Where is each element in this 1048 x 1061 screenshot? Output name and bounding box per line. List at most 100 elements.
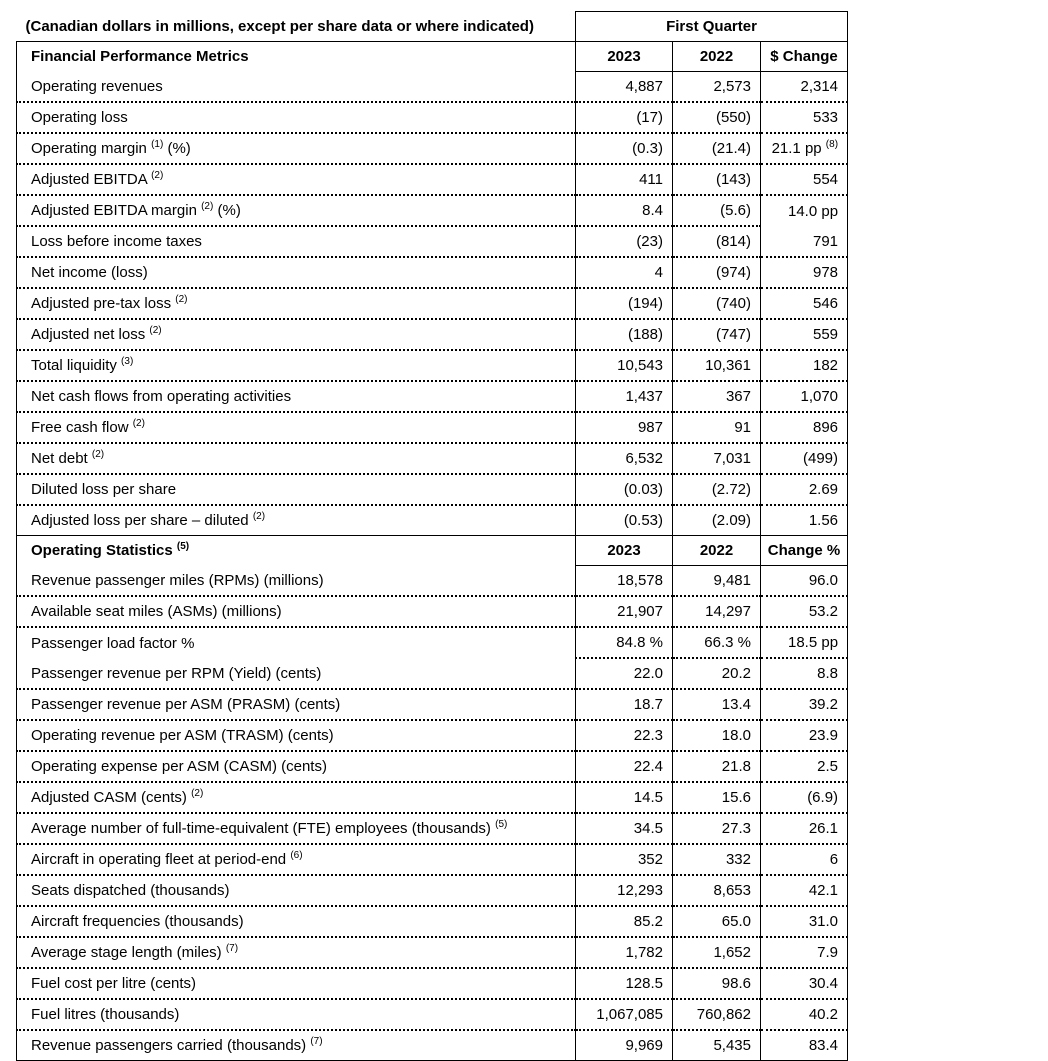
value-2022: 9,481 <box>672 565 761 597</box>
cell-text: 1.56 <box>808 512 839 529</box>
table-row: Adjusted EBITDA margin (2) (%) 8.4 (5.6) 14… <box>16 195 849 227</box>
value-change: 8.8 <box>759 658 849 690</box>
table-row: Fuel litres (thousands) 1,067,085 760,862 4… <box>16 999 849 1031</box>
row-label: Diluted loss per share <box>16 474 576 506</box>
value-2022: (747) <box>672 319 761 351</box>
cell-text: 31.0 <box>808 913 839 930</box>
value-2022: 7,031 <box>672 443 761 475</box>
value-change: 26.1 <box>759 813 849 845</box>
table-row: Operating margin (1) (%) (0.3) (21.4) 21.1 … <box>16 133 849 165</box>
row-label: Passenger revenue per RPM (Yield) (cents… <box>16 658 576 690</box>
value-2023: 18,578 <box>575 565 673 597</box>
cell-text: Seats dispatched (thousands) <box>31 882 230 899</box>
column-header-2023: 2023 <box>575 41 673 72</box>
value-2023: 9,969 <box>575 1030 673 1061</box>
value-2023: (194) <box>575 288 673 320</box>
value-change: 896 <box>759 412 849 444</box>
cell-text: Adjusted loss per share – diluted <box>31 512 253 529</box>
value-2023: 352 <box>575 844 673 876</box>
row-label: Available seat miles (ASMs) (millions) <box>16 596 576 628</box>
row-label: Operating margin (1) (%) <box>16 133 576 165</box>
row-label: Aircraft frequencies (thousands) <box>16 906 576 938</box>
value-2023: 128.5 <box>575 968 673 1000</box>
value-2022: 18.0 <box>672 720 761 752</box>
footnote-marker: (7) <box>310 1036 323 1047</box>
value-2022: 66.3 % <box>672 627 761 659</box>
cell-text: Aircraft in operating fleet at period-en… <box>31 851 291 868</box>
row-label: Free cash flow (2) <box>16 412 576 444</box>
cell-text: 96.0 <box>808 572 839 589</box>
value-2022: 10,361 <box>672 350 761 382</box>
cell-text: 7.9 <box>817 944 839 961</box>
cell-text: Adjusted EBITDA margin <box>31 202 202 219</box>
row-label: Revenue passenger miles (RPMs) (millions… <box>16 565 576 597</box>
value-2023: 22.4 <box>575 751 673 783</box>
footnote-marker: (6) <box>290 850 303 861</box>
row-label: Adjusted EBITDA (2) <box>16 164 576 196</box>
value-2023: (0.03) <box>575 474 673 506</box>
value-2023: 22.0 <box>575 658 673 690</box>
cell-text: (6.9) <box>807 789 839 806</box>
financial-summary-table: (Canadian dollars in millions, except pe… <box>16 11 849 1061</box>
cell-text: 26.1 <box>808 820 839 837</box>
value-2023: (188) <box>575 319 673 351</box>
table-row: Aircraft frequencies (thousands) 85.2 65.0… <box>16 906 849 938</box>
cell-text: Passenger revenue per ASM (PRASM) (cents… <box>31 696 341 713</box>
cell-text: Aircraft frequencies (thousands) <box>31 913 244 930</box>
value-change: 533 <box>759 102 849 134</box>
value-change: 2,314 <box>759 71 849 103</box>
footnote-marker: (3) <box>121 356 134 367</box>
table-row: Revenue passengers carried (thousands) (… <box>16 1030 849 1061</box>
value-2023: 18.7 <box>575 689 673 721</box>
value-2023: (0.3) <box>575 133 673 165</box>
value-2022: 8,653 <box>672 875 761 907</box>
cell-text: 2.69 <box>808 481 839 498</box>
value-change: 546 <box>759 288 849 320</box>
value-2022: (143) <box>672 164 761 196</box>
cell-text: 182 <box>813 357 839 374</box>
table-row: Net income (loss) 4 (974) 978 <box>16 257 849 289</box>
row-label: Adjusted CASM (cents) (2) <box>16 782 576 814</box>
row-label: Adjusted net loss (2) <box>16 319 576 351</box>
cell-text: 42.1 <box>808 882 839 899</box>
footnote-marker: (2) <box>201 201 214 212</box>
cell-text: 2.5 <box>817 758 839 775</box>
value-2022: 13.4 <box>672 689 761 721</box>
row-label: Passenger load factor % <box>16 627 576 658</box>
row-label: Adjusted loss per share – diluted (2) <box>16 505 576 536</box>
value-change: (6.9) <box>759 782 849 814</box>
table-row: Adjusted EBITDA (2) 411 (143) 554 <box>16 164 849 196</box>
cell-text: Operating loss <box>31 109 128 126</box>
value-2022: 91 <box>672 412 761 444</box>
table-row: Net debt (2) 6,532 7,031 (499) <box>16 443 849 475</box>
cell-text: Revenue passenger miles (RPMs) (millions… <box>31 571 324 589</box>
cell-text: Total liquidity <box>31 357 122 374</box>
footnote-marker: (2) <box>191 788 204 799</box>
cell-text: Revenue passengers carried (thousands) <box>31 1037 311 1054</box>
value-2023: (23) <box>575 226 673 258</box>
value-2022: 760,862 <box>672 999 761 1031</box>
value-change: 7.9 <box>759 937 849 969</box>
column-header--change: $ Change <box>759 41 849 72</box>
cell-text: 554 <box>813 171 839 188</box>
table-row: Passenger revenue per RPM (Yield) (cents… <box>16 658 849 690</box>
value-change: 39.2 <box>759 689 849 721</box>
row-label: Operating revenue per ASM (TRASM) (cents… <box>16 720 576 752</box>
footnote-marker: (2) <box>151 170 164 181</box>
value-change: 182 <box>759 350 849 382</box>
column-header-2022: 2022 <box>672 535 761 566</box>
cell-text: 21.1 pp <box>771 140 826 157</box>
table-row: Available seat miles (ASMs) (millions) 21… <box>16 596 849 628</box>
cell-text: Net income (loss) <box>31 264 148 281</box>
value-change: 23.9 <box>759 720 849 752</box>
value-change: 1,070 <box>759 381 849 413</box>
row-label: Aircraft in operating fleet at period-en… <box>16 844 576 876</box>
footnote-marker: (2) <box>132 418 145 429</box>
table-row: Operating revenues 4,887 2,573 2,314 <box>16 71 849 103</box>
table-row: Operating loss (17) (550) 533 <box>16 102 849 134</box>
column-header-change-: Change % <box>759 535 849 566</box>
value-2022: 27.3 <box>672 813 761 845</box>
value-change: 978 <box>759 257 849 289</box>
value-2022: (21.4) <box>672 133 761 165</box>
value-change: 1.56 <box>759 505 849 536</box>
